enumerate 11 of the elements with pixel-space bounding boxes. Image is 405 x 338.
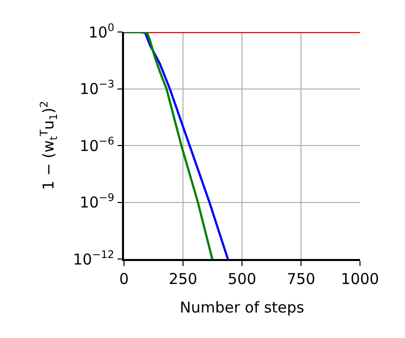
y-tick-label: 10$^{0}$ — [88, 22, 114, 42]
y-tick-label: 10$^{−6}$ — [80, 135, 115, 155]
x-tick-label: 0 — [119, 270, 129, 288]
x-tick-label: 500 — [228, 270, 256, 288]
x-tick-label: 250 — [168, 270, 198, 288]
x-tick-label: 750 — [286, 270, 316, 288]
x-axis-title: Number of steps — [180, 298, 304, 316]
y-tick-label: 10$^{−12}$ — [72, 248, 114, 268]
y-tick-label: 10$^{−3}$ — [80, 78, 114, 98]
y-tick-label: 10$^{−9}$ — [80, 192, 114, 212]
x-tick-label: 1000 — [340, 270, 380, 288]
